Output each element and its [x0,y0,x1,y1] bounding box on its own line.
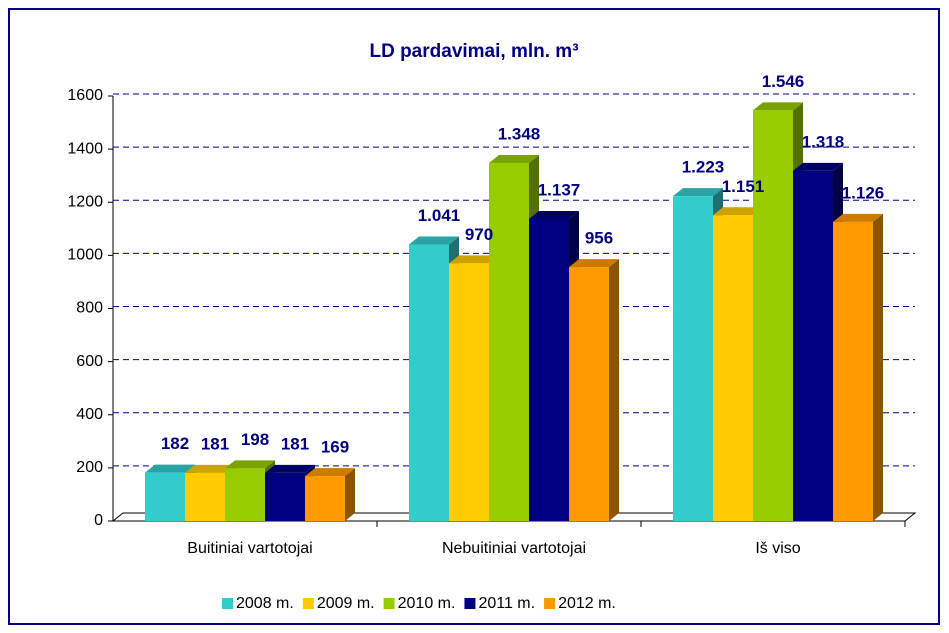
y-tick-label: 800 [76,300,103,317]
value-label: 1.348 [498,124,541,143]
bar-top [793,162,843,171]
bar [449,263,489,521]
bar-top [529,210,579,219]
legend-label: 2012 m. [558,595,616,612]
bar-top [449,255,499,264]
value-label: 181 [201,434,229,453]
legend-label: 2011 m. [478,595,535,612]
value-label: 181 [281,434,309,453]
legend-label: 2008 m. [236,595,294,612]
y-tick-label: 200 [76,459,103,476]
bar-top [185,464,235,473]
bar-top [713,207,763,216]
y-tick-label: 400 [76,406,103,423]
y-tick-label: 1000 [67,247,103,264]
bar [833,221,873,521]
bar-top [409,236,459,245]
bar-top [673,188,723,197]
x-tick-label: Nebuitiniai vartotojai [442,540,586,557]
legend-label: 2009 m. [317,595,375,612]
bar-top [225,460,275,469]
legend-swatch [383,598,395,609]
bar-top [753,102,803,111]
bar [793,170,833,521]
legend-swatch [222,598,233,609]
legend-swatch [464,598,476,609]
chart-title: LD pardavimai, mln. m³ [369,41,578,62]
bar-top [145,464,195,473]
bar-top [489,154,539,163]
y-tick-label: 600 [76,353,103,370]
value-label: 1.126 [842,183,885,202]
value-label: 1.137 [538,180,581,199]
value-label: 1.318 [802,132,845,151]
bar-top [833,213,883,222]
value-label: 956 [585,229,613,248]
value-label: 169 [321,438,349,457]
bar [225,468,265,521]
bar [673,196,713,521]
bar [185,472,225,521]
bar-top [265,464,315,473]
bar-top [569,259,619,268]
value-label: 198 [241,430,269,449]
value-label: 1.223 [682,158,725,177]
x-tick-label: Iš viso [755,540,800,557]
bar-side [609,259,619,521]
legend-label: 2010 m. [398,595,456,612]
bar [529,218,569,521]
bar [713,215,753,521]
bar-side [345,468,355,521]
y-tick-label: 0 [94,512,103,529]
value-label: 1.041 [418,206,461,225]
value-label: 182 [161,434,189,453]
x-tick-label: Buitiniai vartotojai [187,540,312,557]
bar [569,267,609,521]
legend-swatch [302,598,314,609]
y-tick-label: 1600 [67,87,103,104]
value-label: 970 [465,225,493,244]
y-tick-label: 1200 [67,193,103,210]
y-tick-label: 1400 [67,140,103,157]
value-label: 1.546 [762,72,805,91]
bar-top [305,468,355,477]
bar [145,472,185,521]
legend-swatch [544,598,556,609]
bar [265,472,305,521]
bar [409,244,449,521]
bar [305,476,345,521]
value-label: 1.151 [722,177,765,196]
bar [489,162,529,521]
bar-side [873,213,883,521]
bar [753,110,793,521]
